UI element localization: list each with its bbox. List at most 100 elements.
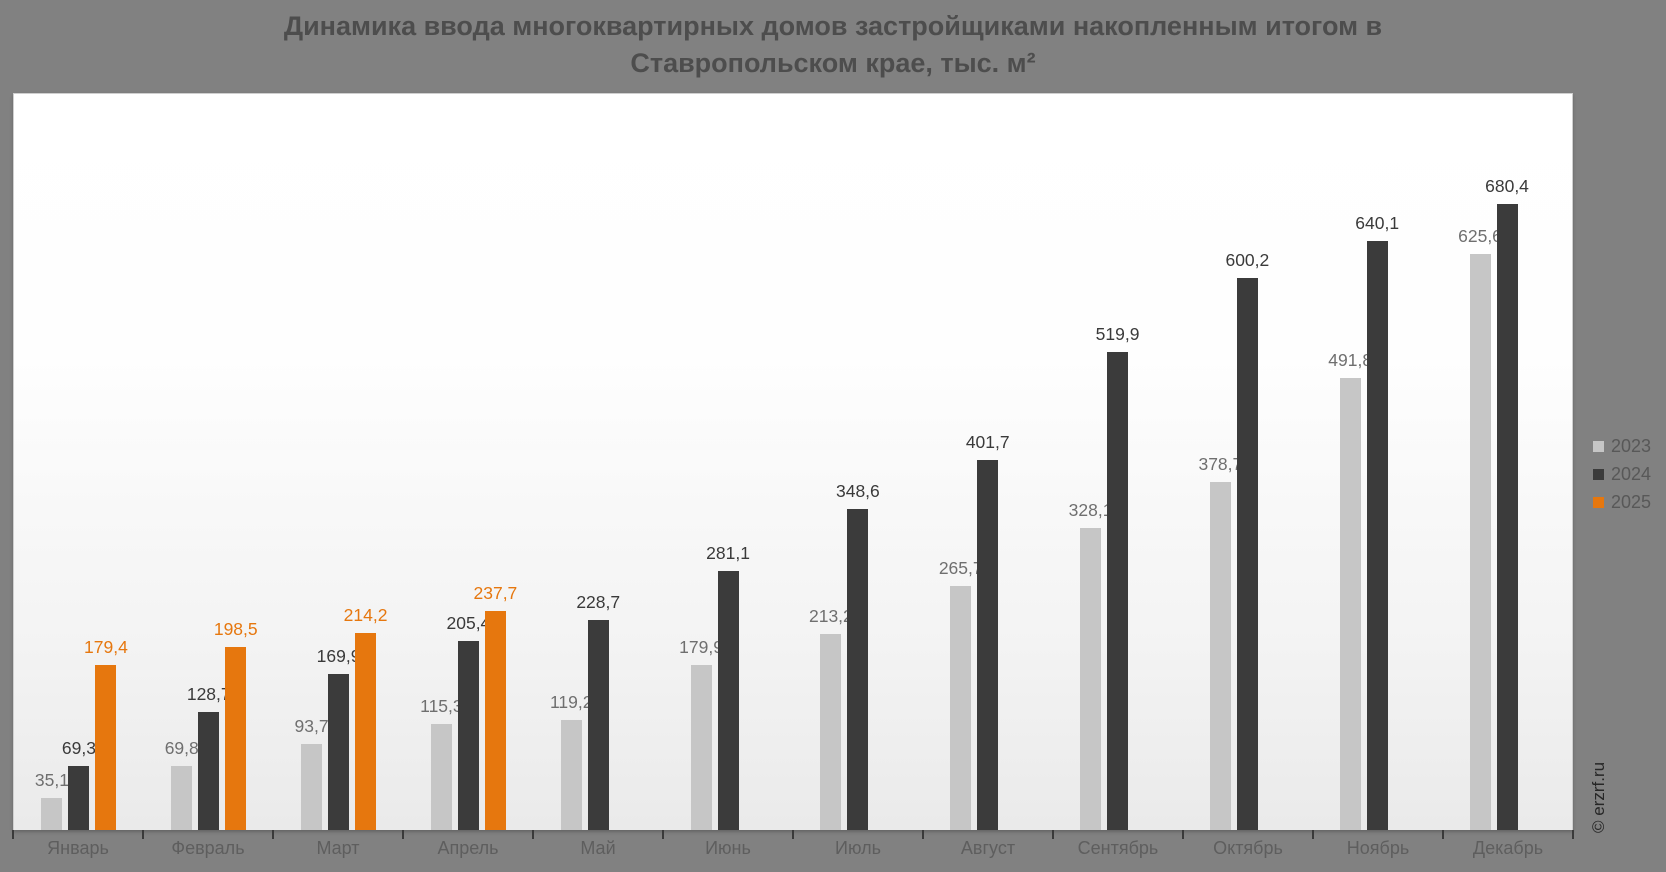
x-axis-label: Апрель [437, 838, 499, 858]
bar[interactable] [355, 632, 377, 830]
bar-slot: 625,6 [1458, 94, 1502, 830]
bar[interactable] [690, 664, 712, 830]
bar[interactable] [41, 797, 63, 830]
bar[interactable] [1107, 351, 1129, 830]
bar-value-label: 214,2 [343, 604, 388, 625]
bar[interactable] [1080, 528, 1102, 830]
x-axis-label: Октябрь [1213, 838, 1283, 858]
bar-value-label: 205,4 [446, 613, 491, 634]
bar-slot: 169,9 [317, 94, 360, 830]
category-group: 93,7 169,9 214,2 [274, 94, 404, 830]
bar[interactable] [457, 641, 479, 830]
bar-slot: 205,4 [447, 94, 490, 830]
bar[interactable] [484, 611, 506, 830]
chart-title: Динамика ввода многоквартирных домов зас… [0, 8, 1666, 82]
bar-slot: 35,1 [35, 94, 69, 830]
bar-value-label: 198,5 [213, 619, 258, 640]
bar-value-label: 237,7 [473, 583, 518, 604]
category-group: 491,8 640,1 [1312, 94, 1442, 830]
bar-value-label: 179,4 [84, 636, 128, 657]
bar-slot: 281,1 [706, 94, 750, 830]
x-axis-label: Февраль [171, 838, 245, 858]
plot-area: 35,1 69,3 179,4 69,8 128,7 198,5 93,7 169,9 214,… [13, 93, 1573, 830]
bar-value-label: 179,9 [679, 636, 723, 657]
bar-slot: 401,7 [966, 94, 1010, 830]
category-group: 115,3 205,4 237,7 [403, 94, 533, 830]
bar-value-label: 93,7 [294, 715, 329, 736]
bar[interactable] [171, 765, 193, 830]
bar[interactable] [198, 711, 220, 830]
bar-value-label: 128,7 [186, 683, 231, 704]
bar-value-label: 328,1 [1068, 500, 1113, 521]
bar-value-label: 213,2 [808, 605, 853, 626]
bar[interactable] [430, 723, 452, 830]
bar-slot: 378,7 [1198, 94, 1242, 830]
bar-slot: 265,7 [939, 94, 983, 830]
bar-slot: 69,3 [62, 94, 96, 830]
bar[interactable] [1236, 277, 1258, 830]
bar[interactable] [560, 720, 582, 830]
bar[interactable] [328, 673, 350, 830]
bar-slot: 213,2 [809, 94, 853, 830]
bar-slot [1264, 94, 1285, 830]
category-group: 35,1 69,3 179,4 [14, 94, 144, 830]
legend-swatch-icon [1593, 497, 1604, 508]
bar-slot: 228,7 [576, 94, 620, 830]
x-axis-label: Март [316, 838, 360, 858]
bar-slot: 328,1 [1069, 94, 1112, 830]
bar[interactable] [301, 743, 323, 830]
bar[interactable] [820, 633, 842, 830]
bar[interactable] [95, 664, 117, 830]
bar-slot [874, 94, 895, 830]
bar[interactable] [68, 766, 90, 830]
bar-slot: 128,7 [187, 94, 231, 830]
bar-value-label: 228,7 [576, 591, 621, 612]
bar[interactable] [1496, 204, 1518, 830]
legend-item-2025[interactable]: 2025 [1593, 492, 1651, 513]
bar-slot: 93,7 [295, 94, 329, 830]
bar-slot: 348,6 [836, 94, 880, 830]
bar-slot: 115,3 [420, 94, 463, 830]
bar-slot: 600,2 [1225, 94, 1269, 830]
bar-value-label: 35,1 [34, 769, 69, 790]
bar-value-label: 119,2 [549, 692, 593, 713]
x-axis-label: Июль [835, 838, 881, 858]
bar-value-label: 169,9 [316, 645, 361, 666]
x-axis-label: Сентябрь [1077, 838, 1159, 858]
x-axis-label: Ноябрь [1346, 838, 1410, 858]
bar-slot [1394, 94, 1415, 830]
bar[interactable] [950, 585, 972, 830]
bar-value-label: 625,6 [1458, 226, 1502, 247]
bar[interactable] [1209, 481, 1231, 830]
bar-value-label: 348,6 [835, 481, 880, 502]
bar-slot: 237,7 [474, 94, 517, 830]
bar-slot [615, 94, 636, 830]
bar-value-label: 640,1 [1355, 213, 1400, 234]
bar[interactable] [847, 509, 869, 830]
bar-value-label: 281,1 [706, 543, 750, 564]
bar-value-label: 491,8 [1328, 349, 1373, 370]
bar-slot: 179,4 [84, 94, 128, 830]
legend-item-2024[interactable]: 2024 [1593, 464, 1651, 485]
legend-item-2023[interactable]: 2023 [1593, 436, 1651, 457]
bar-value-label: 519,9 [1095, 323, 1140, 344]
legend-swatch-icon [1593, 441, 1604, 452]
category-group: 378,7 600,2 [1182, 94, 1312, 830]
bar-value-label: 401,7 [965, 432, 1010, 453]
bar[interactable] [717, 571, 739, 830]
bar[interactable] [977, 460, 999, 830]
category-group: 328,1 519,9 [1053, 94, 1183, 830]
bar-slot: 179,9 [679, 94, 723, 830]
x-axis-label: Май [580, 838, 616, 858]
bar[interactable] [587, 619, 609, 830]
bar[interactable] [225, 647, 247, 830]
bar[interactable] [1366, 241, 1388, 830]
legend-label: 2025 [1611, 492, 1652, 512]
x-axis-label: Август [960, 838, 1016, 858]
bar[interactable] [1339, 377, 1361, 830]
category-group: 265,7 401,7 [923, 94, 1053, 830]
bar-slot: 214,2 [344, 94, 387, 830]
bar[interactable] [1469, 254, 1491, 830]
legend-label: 2024 [1611, 464, 1652, 484]
